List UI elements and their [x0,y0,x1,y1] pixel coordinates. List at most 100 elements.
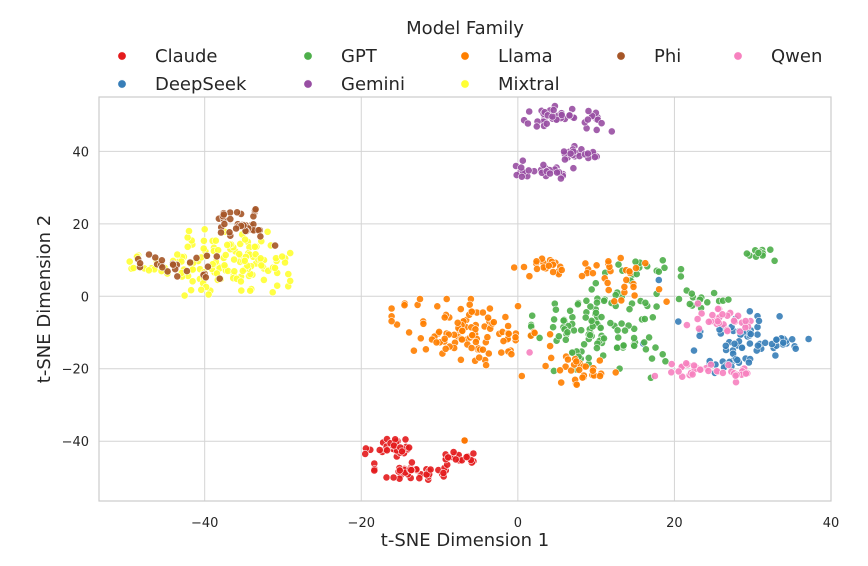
point-deepseek [753,330,762,339]
point-phi [220,220,229,228]
point-qwen [708,311,717,319]
point-qwen [736,327,744,336]
point-gpt [654,267,663,276]
point-llama [416,295,424,303]
legend-label: GPT [341,46,378,67]
point-deepseek [779,338,788,347]
point-gemini [560,147,568,156]
point-gpt [582,296,591,305]
point-llama [596,372,604,380]
point-llama [471,338,480,346]
point-llama [547,353,556,362]
point-llama [630,291,639,300]
point-llama [557,266,566,274]
point-mixtral [286,249,295,257]
point-mixtral [125,257,134,266]
point-gemini [565,111,574,120]
legend-item-phi: Phi [616,46,681,67]
point-claude [398,447,406,456]
point-llama [592,261,601,270]
point-phi [157,256,166,265]
point-llama [504,322,512,330]
point-gemini [542,119,551,128]
legend-item-claude: Claude [117,46,218,67]
point-claude [370,466,379,475]
point-llama [603,278,612,287]
point-llama [564,355,572,364]
point-gpt [642,345,650,354]
point-mixtral [268,288,277,297]
point-llama [632,264,640,272]
y-tick-label: 40 [72,145,89,160]
point-mixtral [278,252,286,261]
point-mixtral [246,286,255,295]
x-tick-label: −40 [191,516,218,531]
point-llama [557,378,566,387]
point-llama [572,380,581,389]
point-mixtral [221,251,230,259]
point-qwen [682,359,691,368]
legend-item-gpt: GPT [303,46,378,67]
legend-label: DeepSeek [155,74,247,95]
point-llama [409,346,418,355]
point-phi [219,210,228,219]
point-gpt [651,343,660,352]
point-gpt [600,296,608,305]
point-phi [212,252,221,261]
point-qwen [695,324,703,333]
point-llama [546,330,554,339]
point-qwen [734,311,742,320]
point-llama [510,263,519,272]
point-gemini [524,166,533,175]
point-deepseek [761,338,770,347]
point-gpt [703,298,712,307]
point-mixtral [204,290,213,299]
point-llama [483,333,492,342]
point-deepseek [745,358,753,367]
point-deepseek [674,317,683,326]
point-gpt [586,331,594,340]
point-llama [532,257,541,266]
point-llama [465,300,474,309]
point-mixtral [185,227,193,235]
point-llama [416,334,425,343]
point-gpt [593,298,601,307]
point-llama [525,272,534,281]
point-llama [604,286,613,294]
legend-title: Model Family [406,18,524,39]
point-qwen [693,315,702,323]
point-gpt [658,350,667,359]
point-claude [389,473,398,482]
legend-item-llama: Llama [460,46,553,67]
point-llama [517,372,526,380]
x-tick-label: 40 [823,516,840,531]
point-mixtral [197,285,206,294]
point-llama [468,331,477,340]
legend-marker [616,51,626,61]
point-llama [435,327,443,336]
point-mixtral [236,239,245,248]
point-gemini [584,107,593,115]
point-qwen [713,317,722,326]
series-phi [134,205,279,283]
point-mixtral [183,233,192,242]
point-mixtral [286,276,295,285]
point-gemini [546,169,554,178]
point-llama [484,349,493,358]
y-tick-label: 0 [81,290,89,305]
point-phi [203,262,212,271]
point-gpt [606,319,615,327]
y-tick-label: 20 [72,218,89,233]
y-tick-label: −20 [62,363,89,378]
legend-marker [460,79,470,89]
point-deepseek [738,343,746,352]
point-llama [610,297,619,306]
point-llama [620,282,629,291]
point-llama [456,355,465,364]
point-claude [439,469,448,477]
point-gemini [591,153,599,161]
point-qwen [704,317,713,326]
point-gpt [559,316,568,325]
point-llama [581,259,590,268]
